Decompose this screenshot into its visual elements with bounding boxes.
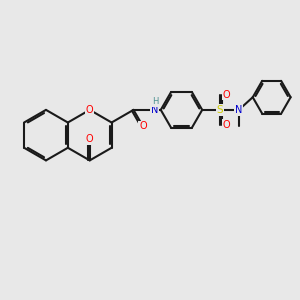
Text: O: O bbox=[223, 90, 230, 100]
Text: S: S bbox=[217, 105, 223, 115]
Text: O: O bbox=[86, 105, 94, 115]
Text: N: N bbox=[235, 105, 242, 115]
Text: N: N bbox=[151, 105, 159, 115]
Text: O: O bbox=[223, 120, 230, 130]
Text: H: H bbox=[152, 97, 159, 106]
Text: O: O bbox=[86, 134, 94, 144]
Text: O: O bbox=[139, 121, 147, 131]
